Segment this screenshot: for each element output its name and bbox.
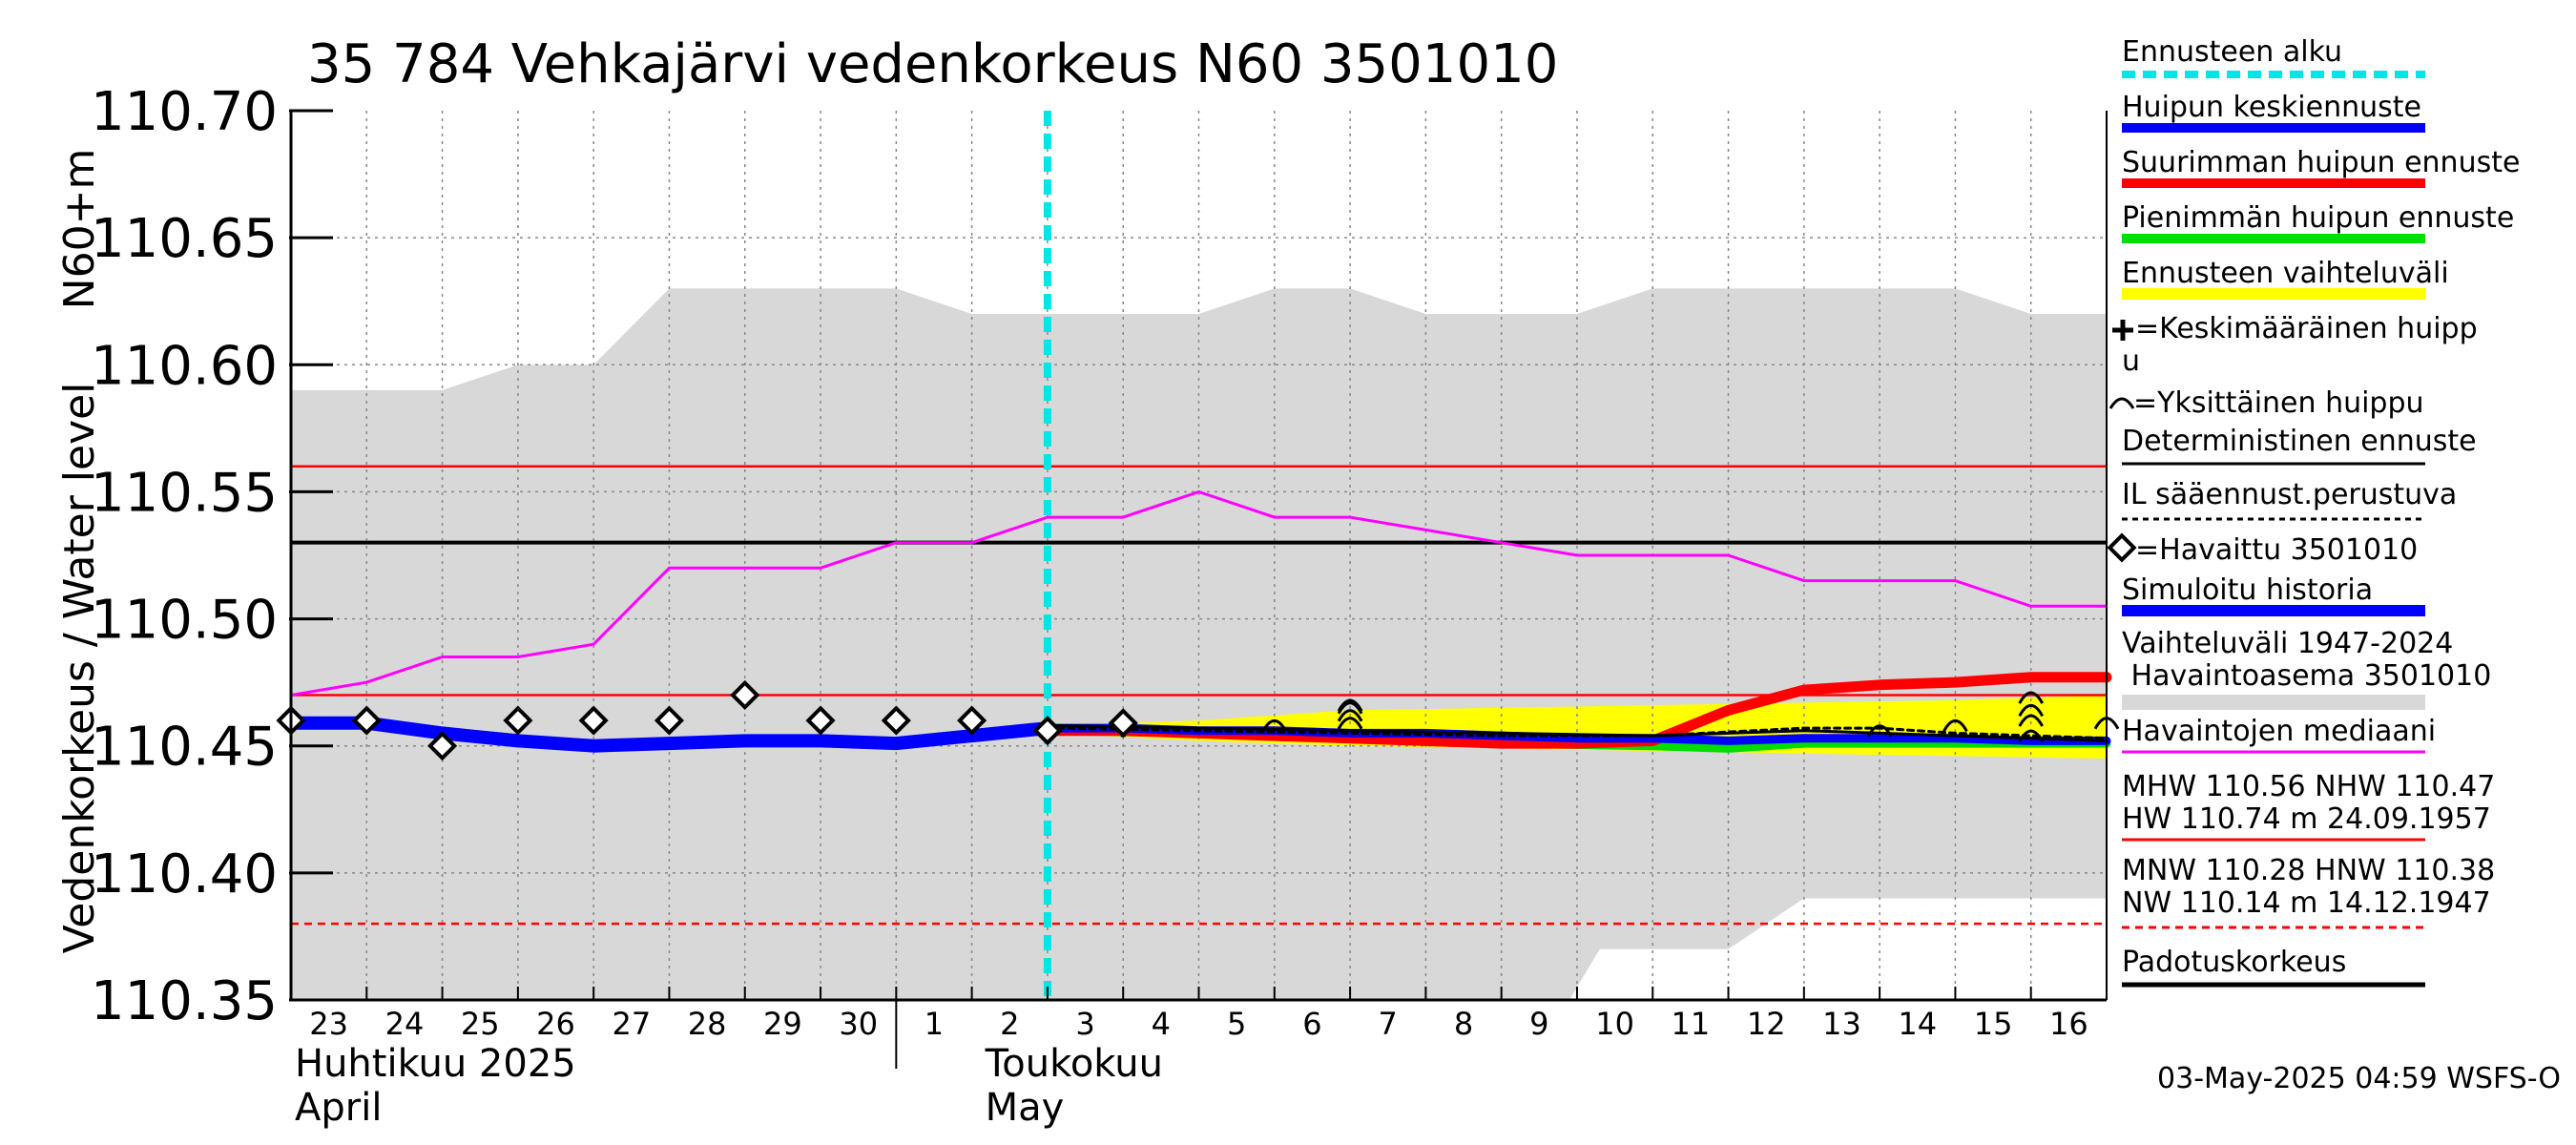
legend-hw-stats-label: MHW 110.56 NHW 110.47 xyxy=(2122,770,2495,803)
observed-marker xyxy=(730,679,760,711)
y-tick-label: 110.35 xyxy=(91,970,278,1032)
month-label-en: May xyxy=(986,1086,1065,1130)
x-day-label: 13 xyxy=(1822,1006,1861,1042)
legend-min-peak-label: Pienimmän huipun ennuste xyxy=(2122,201,2514,235)
legend-observed-label: =Havaittu 3501010 xyxy=(2135,533,2418,567)
x-day-label: 29 xyxy=(763,1006,802,1042)
x-day-label: 5 xyxy=(1227,1006,1246,1042)
x-day-label: 27 xyxy=(612,1006,651,1042)
single-peak-marker xyxy=(2018,703,2045,718)
y-tick-label: 110.45 xyxy=(91,717,278,779)
x-day-label: 26 xyxy=(536,1006,575,1042)
legend-variation-swatch xyxy=(2122,695,2425,710)
legend-variation-label: Vaihteluväli 1947-2024 xyxy=(2122,627,2453,660)
x-day-label: 11 xyxy=(1672,1006,1711,1042)
x-day-label: 25 xyxy=(461,1006,500,1042)
legend-mean-peak-marker-label: =Keskimääräinen huipp xyxy=(2135,312,2478,345)
y-tick-label: 110.40 xyxy=(91,843,278,906)
y-tick-label: 110.50 xyxy=(91,590,278,652)
x-day-label: 12 xyxy=(1747,1006,1786,1042)
y-axis-label: Vedenkorkeus / Water level xyxy=(55,383,104,954)
y-tick-label: 110.60 xyxy=(91,335,278,397)
legend-single-peak-icon xyxy=(2109,397,2135,409)
month-label-fi: Huhtikuu 2025 xyxy=(295,1042,576,1086)
legend-deterministic-label: Deterministinen ennuste xyxy=(2122,425,2477,458)
median-series-line xyxy=(290,489,2107,697)
x-day-label: 7 xyxy=(1379,1006,1398,1042)
legend-nw-record-label: NW 110.14 m 14.12.1947 xyxy=(2122,886,2491,920)
x-day-label: 10 xyxy=(1595,1006,1634,1042)
month-label-fi: Toukokuu xyxy=(985,1042,1163,1086)
footer-timestamp: 03-May-2025 04:59 WSFS-O xyxy=(2157,1062,2561,1095)
observed-marker xyxy=(578,705,609,736)
legend-mean-peak-marker-icon xyxy=(2112,320,2133,341)
single-peak-marker xyxy=(1337,709,1363,722)
x-day-label: 24 xyxy=(385,1006,425,1042)
observed-marker xyxy=(1108,708,1138,739)
x-day-label: 2 xyxy=(1000,1006,1019,1042)
single-peak-marker xyxy=(2018,714,2045,727)
x-day-label: 9 xyxy=(1529,1006,1548,1042)
legend-max-peak-label: Suurimman huipun ennuste xyxy=(2122,146,2520,179)
observed-marker xyxy=(957,705,987,736)
observed-marker xyxy=(881,705,911,736)
legend-forecast-start-label: Ennusteen alku xyxy=(2122,35,2342,69)
legend-single-peak-label: =Yksittäinen huippu xyxy=(2133,386,2424,420)
single-peak-marker xyxy=(2018,691,2045,704)
single-peak-marker xyxy=(1337,717,1363,730)
observed-marker xyxy=(805,705,836,736)
single-peak-marker xyxy=(1942,718,1968,733)
legend-mean-peak-marker-label-wrap: u xyxy=(2122,344,2140,378)
single-peak-marker xyxy=(1866,724,1893,738)
legend-hw-record-label: HW 110.74 m 24.09.1957 xyxy=(2122,802,2491,836)
legend-mean-peak-label: Huipun keskiennuste xyxy=(2122,91,2421,124)
chart-title: 35 784 Vehkajärvi vedenkorkeus N60 35010… xyxy=(307,33,1558,95)
x-day-label: 23 xyxy=(309,1006,348,1042)
mean-peak-forecast-line xyxy=(1043,723,2111,745)
observed-marker xyxy=(427,731,458,761)
legend-variation-station-label: Havaintoasema 3501010 xyxy=(2122,659,2491,693)
x-day-label: 6 xyxy=(1302,1006,1321,1042)
x-day-label: 3 xyxy=(1075,1006,1094,1042)
legend-forecast-range-label: Ennusteen vaihteluväli xyxy=(2122,257,2449,290)
observed-marker xyxy=(654,705,685,736)
legend-il-label: IL sääennust.perustuva xyxy=(2122,478,2457,511)
observed-marker xyxy=(351,705,382,736)
x-day-label: 15 xyxy=(1974,1006,2013,1042)
legend-padotus-label: Padotuskorkeus xyxy=(2122,946,2346,979)
x-day-label: 8 xyxy=(1454,1006,1473,1042)
x-day-label: 16 xyxy=(2049,1006,2088,1042)
legend-nw-stats-label: MNW 110.28 HNW 110.38 xyxy=(2122,854,2495,887)
x-day-label: 30 xyxy=(839,1006,878,1042)
simulated-history-line xyxy=(284,716,1054,753)
x-day-label: 28 xyxy=(688,1006,727,1042)
y-tick-label: 110.65 xyxy=(91,208,278,270)
legend-simulated-label: Simuloitu historia xyxy=(2122,573,2373,607)
legend-median-label: Havaintojen mediaani xyxy=(2122,715,2436,748)
observed-marker xyxy=(503,705,533,736)
il-forecast-line xyxy=(1046,726,2109,740)
single-peak-marker xyxy=(1261,718,1288,733)
x-day-label: 4 xyxy=(1152,1006,1171,1042)
month-label-en: April xyxy=(295,1086,382,1130)
legend-observed-icon xyxy=(2107,532,2137,563)
y-tick-label: 110.55 xyxy=(91,462,278,524)
observed-marker xyxy=(1032,716,1063,746)
single-peak-marker xyxy=(2018,729,2045,742)
x-day-label: 14 xyxy=(1898,1006,1937,1042)
y-axis-unit-label: N60+m xyxy=(55,149,104,310)
legend: Ennusteen alku Huipun keskiennuste Suuri… xyxy=(2107,35,2520,988)
x-day-label: 1 xyxy=(924,1006,944,1042)
single-peak-marker xyxy=(1337,698,1363,712)
y-tick-label: 110.70 xyxy=(91,81,278,143)
